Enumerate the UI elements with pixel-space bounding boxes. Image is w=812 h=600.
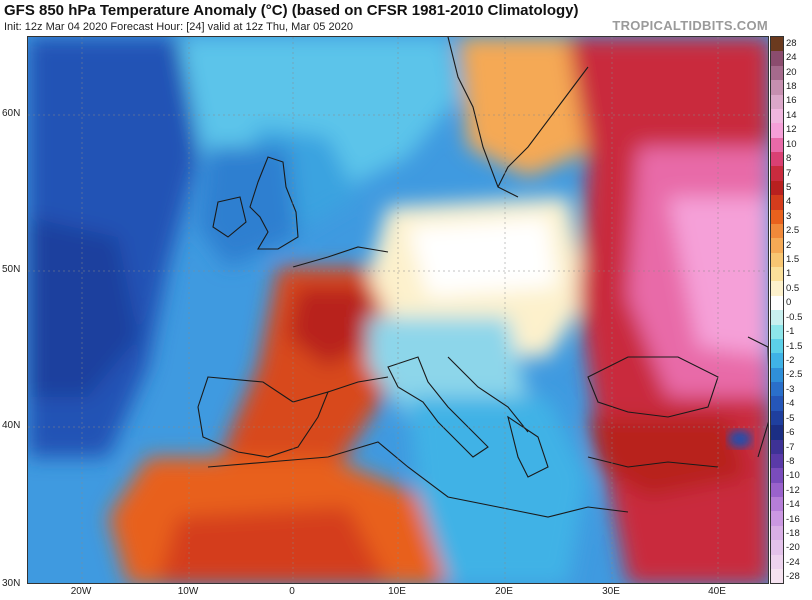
- lon-label-20w: 20W: [70, 586, 92, 597]
- color-swatch: [771, 123, 783, 138]
- color-swatch: [771, 65, 783, 81]
- color-swatch: [771, 367, 783, 382]
- color-swatch: [771, 554, 783, 569]
- lon-label-0: 0: [289, 586, 295, 597]
- color-scale-label: -4: [786, 398, 795, 410]
- color-scale-label: 1: [786, 268, 792, 280]
- color-swatch: [771, 468, 783, 483]
- color-scale-label: -8: [786, 455, 795, 467]
- color-swatch: [771, 439, 783, 454]
- color-scale-label: -3: [786, 383, 795, 395]
- color-swatch: [771, 382, 783, 397]
- lat-label-30n: 30N: [2, 578, 21, 589]
- color-scale-label: -24: [786, 556, 800, 568]
- lon-label-10e: 10E: [388, 586, 406, 597]
- color-scale-label: -1: [786, 326, 795, 338]
- color-swatch: [771, 137, 783, 152]
- color-scale-label: 28: [786, 37, 797, 49]
- coastlines: [197, 37, 768, 518]
- color-scale-label: -5: [786, 412, 795, 424]
- color-swatch: [771, 223, 783, 239]
- color-scale-label: -10: [786, 470, 800, 482]
- color-swatch: [771, 152, 783, 167]
- color-scale-labels: 28 24 20 18 16 14 12 10 8 7 5 4 3 2.5 2 1.5 1 0.5 0 -0.5 -1 -…: [786, 36, 812, 584]
- color-swatch: [771, 51, 783, 66]
- color-swatch: [771, 267, 783, 282]
- color-swatch: [771, 108, 783, 124]
- color-swatch: [771, 195, 783, 210]
- color-scale-label: 1.5: [786, 254, 800, 266]
- color-swatch: [771, 525, 783, 541]
- color-swatch: [771, 252, 783, 267]
- color-swatch: [771, 295, 783, 311]
- color-scale-label: 10: [786, 138, 797, 150]
- lon-label-10w: 10W: [177, 586, 199, 597]
- color-scale-label: -18: [786, 528, 800, 540]
- graticule: [28, 37, 768, 583]
- color-scale-label: -7: [786, 441, 795, 453]
- color-swatch: [771, 353, 783, 368]
- color-swatch: [771, 540, 783, 555]
- color-swatch: [771, 310, 783, 325]
- color-swatch: [771, 209, 783, 224]
- lon-label-30e: 30E: [602, 586, 620, 597]
- color-scale-label: 7: [786, 167, 792, 179]
- lat-label-50n: 50N: [2, 264, 21, 275]
- color-scale-label: 16: [786, 95, 797, 107]
- color-scale-label: 12: [786, 124, 797, 136]
- color-swatch: [771, 425, 783, 440]
- color-swatch: [771, 410, 783, 426]
- color-scale-label: -2: [786, 354, 795, 366]
- color-scale-label: -16: [786, 513, 800, 525]
- color-swatch: [771, 453, 783, 469]
- color-swatch: [771, 281, 783, 296]
- color-scale-label: 5: [786, 181, 792, 193]
- color-scale-label: 0.5: [786, 282, 800, 294]
- map-title: GFS 850 hPa Temperature Anomaly (°C) (ba…: [4, 2, 579, 19]
- color-swatch: [771, 94, 783, 109]
- color-scale-label: 14: [786, 109, 797, 121]
- color-scale-label: 3: [786, 210, 792, 222]
- color-swatch: [771, 568, 783, 584]
- color-scale-label: 20: [786, 66, 797, 78]
- color-scale-label: 2: [786, 239, 792, 251]
- color-swatch: [771, 482, 783, 497]
- lon-label-40e: 40E: [708, 586, 726, 597]
- color-scale-label: -12: [786, 484, 800, 496]
- anomaly-map: [27, 36, 769, 584]
- color-swatch: [771, 80, 783, 95]
- anomaly-map-svg: [28, 37, 768, 583]
- color-swatch: [771, 338, 783, 354]
- color-scale-label: -14: [786, 499, 800, 511]
- lon-label-20e: 20E: [495, 586, 513, 597]
- lat-label-60n: 60N: [2, 108, 21, 119]
- color-scale-label: -1.5: [786, 340, 803, 352]
- color-scale-label: 8: [786, 153, 792, 165]
- color-scale-label: 0: [786, 297, 792, 309]
- color-scale-label: 24: [786, 52, 797, 64]
- color-scale-label: -6: [786, 427, 795, 439]
- lat-label-40n: 40N: [2, 420, 21, 431]
- site-brand: TROPICALTIDBITS.COM: [612, 18, 768, 33]
- color-swatch: [771, 511, 783, 526]
- color-scale-label: 2.5: [786, 225, 800, 237]
- color-swatch: [771, 324, 783, 339]
- forecast-info: Init: 12z Mar 04 2020 Forecast Hour: [24…: [4, 21, 353, 33]
- color-scale-label: -20: [786, 542, 800, 554]
- color-swatch: [771, 238, 783, 253]
- color-swatch: [771, 166, 783, 181]
- color-scale-label: -0.5: [786, 311, 803, 323]
- color-scale-label: 18: [786, 80, 797, 92]
- color-swatch: [771, 396, 783, 411]
- color-swatch: [771, 497, 783, 512]
- cold-spot: [728, 430, 752, 448]
- color-swatch: [771, 180, 783, 196]
- color-scale-label: 4: [786, 196, 792, 208]
- color-scale-label: -28: [786, 571, 800, 583]
- color-swatch: [771, 37, 783, 52]
- color-scale-label: -2.5: [786, 369, 803, 381]
- color-scale-bar: [770, 36, 784, 584]
